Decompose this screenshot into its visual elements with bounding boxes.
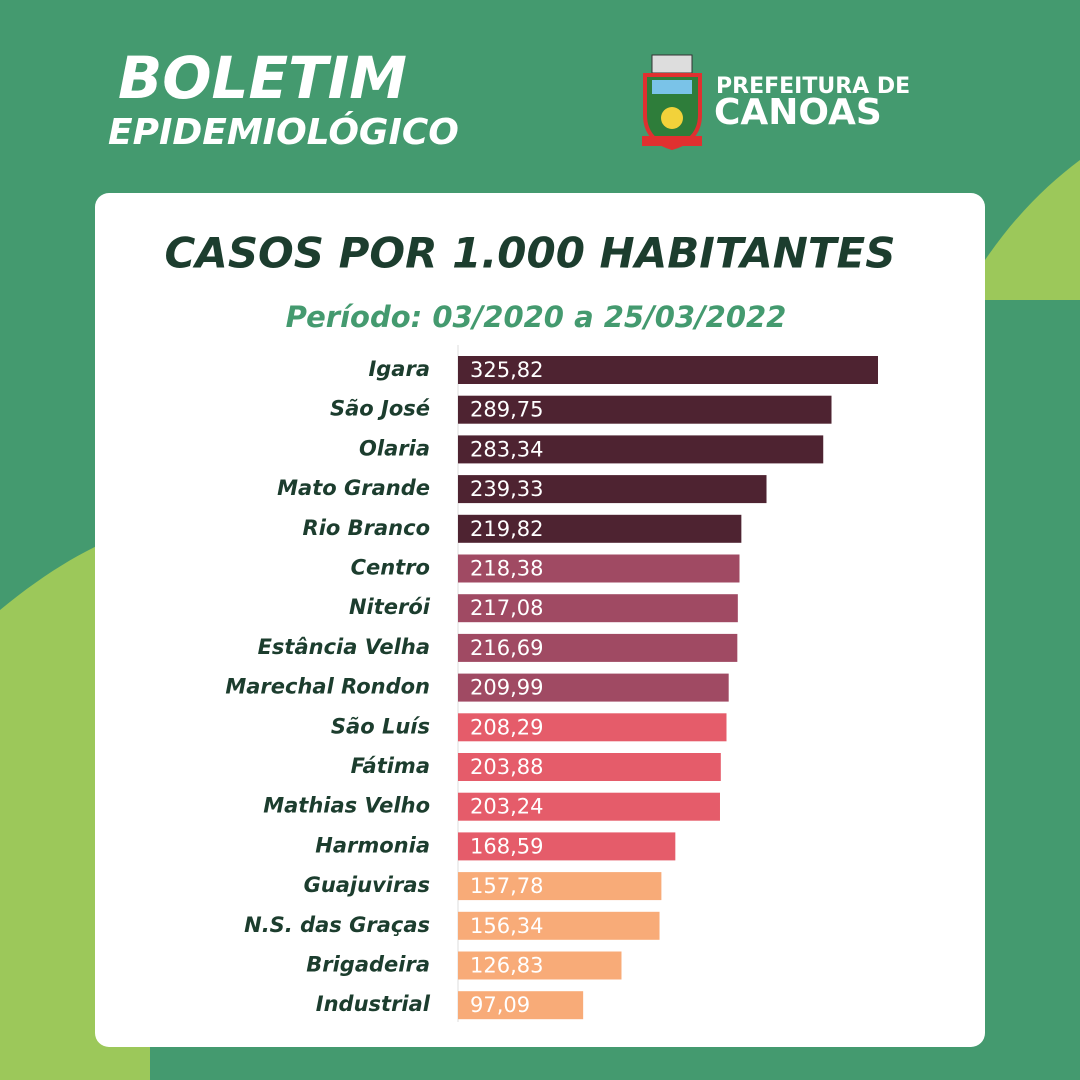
value-label: 97,09 [470,993,530,1017]
value-label: 216,69 [470,636,543,660]
category-label: Olaria [359,436,430,460]
category-label: São José [330,397,430,421]
bar [458,673,729,702]
value-label: 209,99 [470,676,543,700]
org-line1: PREFEITURA DE [716,74,910,99]
value-label: 203,88 [470,755,543,779]
value-label: 289,75 [470,398,543,422]
subtitle: EPIDEMIOLÓGICO [108,111,459,153]
value-label: 208,29 [470,715,543,739]
value-label: 219,82 [470,517,543,541]
category-label: Brigadeira [306,953,430,977]
value-label: 126,83 [470,954,543,978]
bar [458,713,727,742]
bar [458,435,824,464]
bar [458,832,676,861]
logo [642,54,702,151]
value-label: 325,82 [470,358,543,382]
value-label: 203,24 [470,795,543,819]
bar [458,792,720,821]
bar [458,475,767,504]
bar [458,633,738,662]
category-label: Niterói [349,595,431,619]
bar [458,951,622,980]
category-label: Fátima [351,754,430,778]
chart-subtitle: Período: 03/2020 a 25/03/2022 [286,300,787,334]
category-label: Estância Velha [258,635,430,659]
bar [458,594,738,623]
category-label: Industrial [316,992,431,1016]
category-label: Mathias Velho [263,794,430,818]
value-label: 239,33 [470,477,543,501]
org-line2: CANOAS [714,92,882,133]
bar [458,991,584,1020]
title: BOLETIM [118,44,407,112]
value-label: 283,34 [470,437,543,461]
value-label: 168,59 [470,834,543,858]
category-label: Marechal Rondon [225,675,430,699]
bar [458,911,660,940]
category-label: Centro [351,556,430,580]
value-label: 217,08 [470,596,543,620]
value-label: 218,38 [470,557,543,581]
bar [458,395,832,424]
category-label: Rio Branco [303,516,430,540]
chart-title: CASOS POR 1.000 HABITANTES [164,229,895,278]
category-label: Guajuviras [304,873,430,897]
bar [458,872,662,901]
category-label: Igara [368,357,430,381]
category-label: Harmonia [315,833,430,857]
bar [458,514,742,543]
value-label: 156,34 [470,914,543,938]
bar [458,554,740,583]
bar [458,753,721,781]
category-label: São Luís [331,714,430,738]
category-label: N.S. das Graças [244,913,430,937]
value-label: 157,78 [470,874,543,898]
category-label: Mato Grande [277,476,430,500]
decor-right [960,160,1080,300]
bar [458,356,878,384]
